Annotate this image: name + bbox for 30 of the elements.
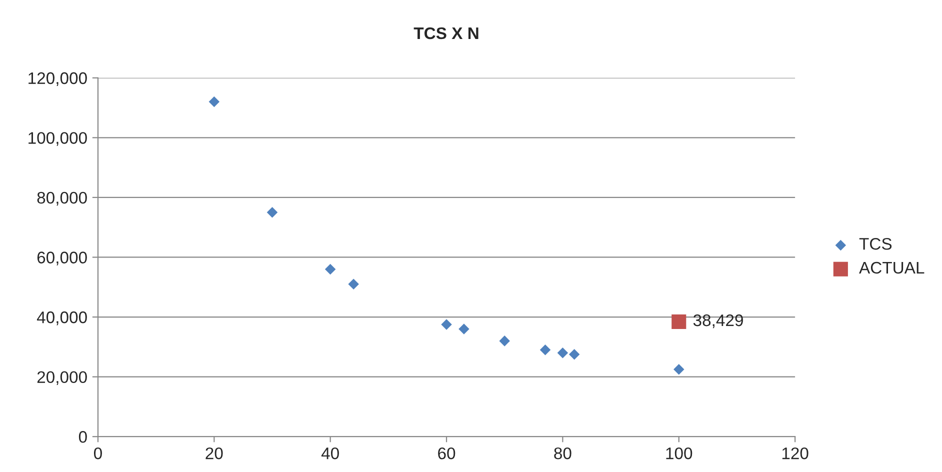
y-tick-label: 120,000 bbox=[28, 72, 87, 86]
y-tick-label: 0 bbox=[78, 431, 87, 443]
legend-label: TCS bbox=[859, 238, 892, 250]
point bbox=[266, 207, 278, 218]
y-tick-label: 100,000 bbox=[28, 132, 87, 146]
point bbox=[441, 319, 452, 330]
point bbox=[499, 336, 510, 346]
y-tick-label: 80,000 bbox=[37, 192, 87, 206]
x-tick-label: 40 bbox=[321, 447, 339, 460]
x-tick-label: 100 bbox=[666, 447, 692, 460]
chart-title: TCS X N bbox=[414, 27, 478, 40]
x-tick-label: 0 bbox=[94, 447, 102, 460]
x-tick-label: 120 bbox=[782, 447, 808, 460]
point bbox=[568, 349, 580, 360]
point bbox=[540, 344, 551, 356]
point bbox=[208, 96, 220, 108]
x-tick-label: 80 bbox=[554, 447, 572, 460]
point bbox=[673, 364, 684, 375]
y-tick-label: 60,000 bbox=[37, 252, 87, 266]
y-tick-label: 40,000 bbox=[36, 311, 87, 326]
point bbox=[324, 264, 336, 275]
point bbox=[458, 324, 470, 334]
point bbox=[348, 278, 359, 290]
x-tick-label: 60 bbox=[438, 447, 456, 460]
x-tick-label: 20 bbox=[206, 447, 223, 460]
data-label: 38,429 bbox=[693, 314, 743, 328]
point bbox=[557, 348, 568, 358]
legend-label: ACTUAL bbox=[859, 262, 924, 274]
point bbox=[672, 314, 686, 330]
y-tick-label: 20,000 bbox=[37, 371, 87, 385]
